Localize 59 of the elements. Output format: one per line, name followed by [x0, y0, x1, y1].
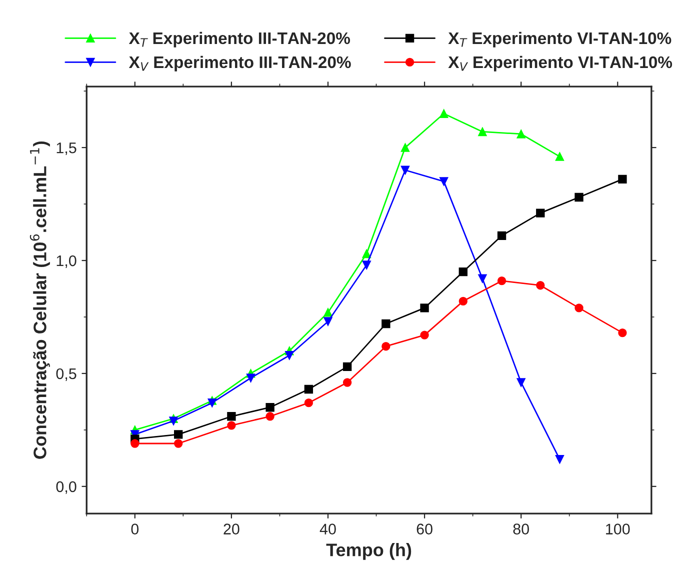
legend-label: X$_{T}$ Experimento III-TAN-20% [128, 32, 350, 48]
point [420, 330, 429, 340]
point [169, 416, 178, 426]
point [304, 398, 314, 408]
legend-label: X$_{T}$ Experimento VI-TAN-10% [448, 32, 672, 48]
x-axis-title: Tempo (h) [326, 543, 412, 560]
point [174, 430, 183, 439]
point [574, 304, 584, 312]
point [400, 166, 410, 174]
point [174, 439, 183, 448]
point [324, 317, 332, 326]
point [478, 274, 487, 283]
point [266, 403, 274, 412]
point [266, 412, 274, 421]
y-axis-title: Concentração Celular (10$^{6}$.cell.mL$^{−1}$) [30, 141, 50, 459]
y-tick-label: 1,5 [56, 142, 76, 156]
point [440, 109, 448, 118]
x-tick-label: 0 [131, 524, 139, 534]
point [382, 342, 390, 351]
x-tick-label: 80 [513, 524, 529, 534]
point [458, 296, 468, 306]
point [497, 276, 506, 286]
y-tick-label: 0,0 [56, 481, 76, 494]
x-tick-label: 60 [416, 524, 432, 534]
point [536, 281, 545, 290]
point [362, 260, 371, 270]
point [516, 130, 526, 138]
point [497, 231, 506, 240]
point [304, 384, 314, 394]
point [362, 249, 371, 258]
point [400, 143, 410, 152]
y-tick-label: 0,5 [56, 368, 76, 381]
point [342, 378, 352, 387]
point [324, 308, 332, 317]
point [618, 174, 627, 184]
point [342, 362, 352, 372]
point [246, 374, 256, 382]
point [555, 152, 564, 161]
point [440, 177, 448, 186]
point [478, 127, 487, 136]
point [420, 304, 429, 312]
legend-label: X$_{V}$ Experimento VI-TAN-10% [448, 56, 672, 72]
point [208, 398, 216, 408]
y-tick-label: 1,0 [56, 255, 76, 268]
x-tick-label: 20 [224, 524, 240, 534]
point [227, 421, 236, 430]
point [458, 267, 468, 276]
x-tick-label: 40 [320, 524, 336, 534]
point [227, 412, 236, 421]
point [574, 192, 584, 202]
legend-label: X$_{V}$ Experimento III-TAN-20% [128, 56, 351, 72]
point [536, 208, 545, 218]
point [555, 454, 564, 464]
point [382, 319, 390, 328]
point [130, 439, 140, 448]
point [285, 351, 294, 360]
point [618, 328, 627, 338]
point [516, 378, 526, 387]
x-tick-label: 100 [606, 524, 630, 534]
